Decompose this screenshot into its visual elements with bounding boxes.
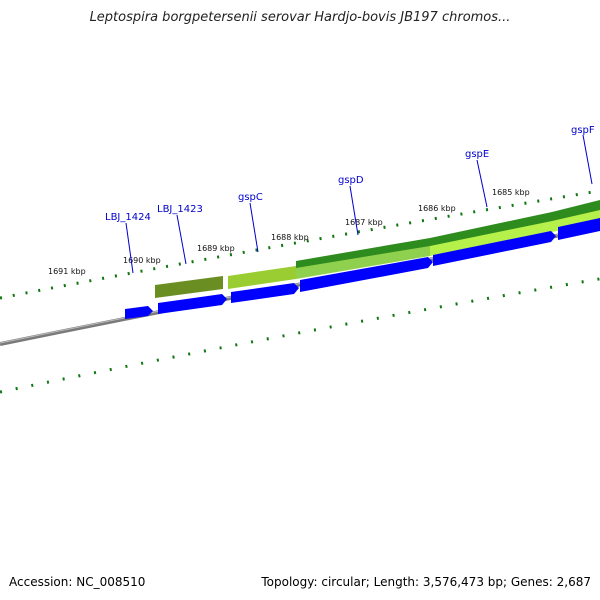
feature-track-green [155, 200, 600, 298]
accession-label: Accession [9, 575, 76, 589]
track-segment-gspc [228, 266, 296, 289]
cds-arrow-lbj1424 [125, 306, 153, 319]
tick-label: 1685 kbp [492, 188, 530, 197]
gene-label[interactable]: gspC [238, 192, 263, 203]
leader-line-gspc [249, 202, 259, 253]
map-title: Leptospira borgpetersenii serovar Hardjo… [89, 10, 511, 25]
gene-labels: LBJ_1424 LBJ_1423 gspC gspD gspE gspF [105, 125, 595, 223]
cds-track [125, 218, 600, 319]
genome-summary: Topology: circular; Length: 3,576,473 bp… [261, 575, 591, 589]
tick-label: 1686 kbp [418, 204, 456, 213]
cds-arrow-lbj1423 [158, 294, 227, 314]
track-segment-gspe-light [430, 221, 552, 256]
cds-arrow-gspe [433, 231, 556, 266]
leader-line-lbj1423 [176, 214, 187, 265]
gene-label[interactable]: gspD [338, 175, 364, 186]
tick-label: 1689 kbp [197, 244, 235, 253]
tick-label: 1688 kbp [271, 233, 309, 242]
cds-arrow-gspd [300, 257, 433, 292]
gene-leaders [125, 134, 593, 274]
leader-line-gspd [349, 185, 359, 236]
gene-label[interactable]: LBJ_1424 [105, 212, 151, 223]
leader-line-gspe [476, 159, 488, 208]
tick-labels: 1691 kbp 1690 kbp 1689 kbp 1688 kbp 1687… [48, 188, 530, 276]
inner-tick-ring [0, 277, 600, 394]
accession-value: NC_008510 [76, 575, 146, 589]
cds-arrow-gspf [558, 218, 600, 240]
tick-label: 1691 kbp [48, 267, 86, 276]
gene-label[interactable]: gspE [465, 149, 489, 160]
tick-label: 1690 kbp [123, 256, 161, 265]
leader-line-gspf [582, 134, 593, 185]
tick-label: 1687 kbp [345, 218, 383, 227]
leader-line-lbj1424 [125, 222, 134, 274]
track-segment-gspd-light [296, 246, 430, 279]
cds-arrow-gspc [231, 283, 299, 303]
gene-label[interactable]: LBJ_1423 [157, 204, 203, 215]
track-segment-lbj1423 [155, 276, 223, 298]
gene-label[interactable]: gspF [571, 125, 595, 136]
accession-info: AccessionNC_008510 [9, 575, 145, 589]
